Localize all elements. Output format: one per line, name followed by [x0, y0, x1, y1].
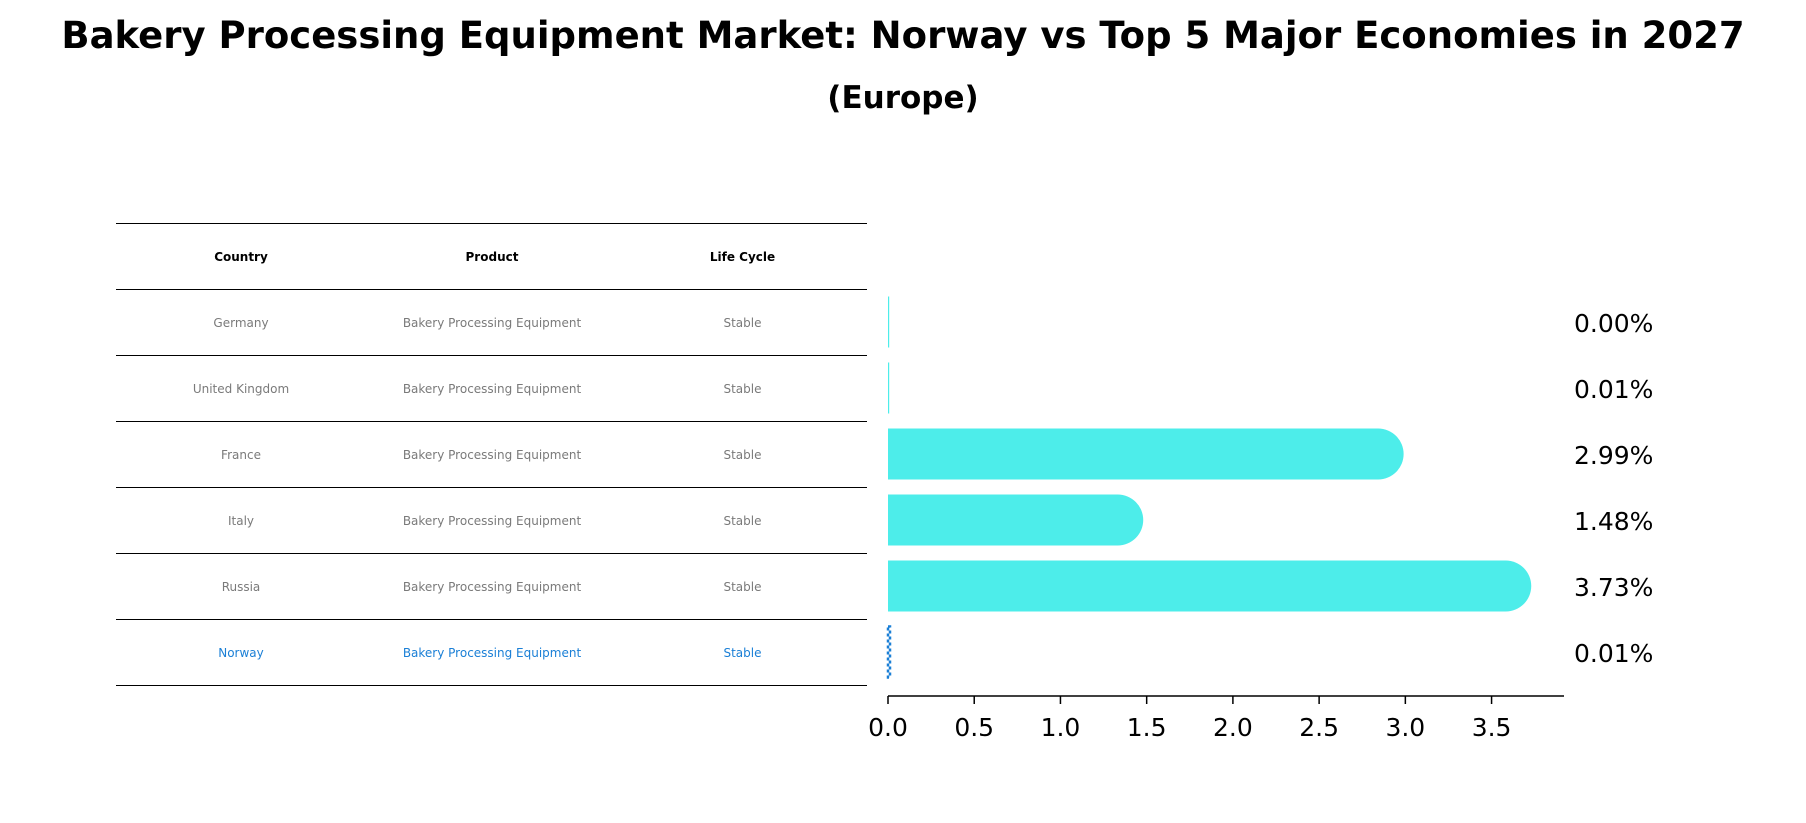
bar-germany — [888, 296, 890, 348]
cell-life-cycle: Stable — [723, 514, 762, 528]
value-label: 3.73% — [1574, 573, 1653, 602]
value-label: 0.00% — [1574, 309, 1653, 338]
cell-life-cycle: Stable — [723, 448, 762, 462]
x-tick-label: 0.5 — [954, 713, 994, 742]
cell-product: Bakery Processing Equipment — [402, 646, 582, 660]
cell-life-cycle: Stable — [723, 646, 762, 660]
value-label: 0.01% — [1574, 375, 1653, 404]
table-row: Russia Bakery Processing Equipment Stabl… — [116, 553, 867, 619]
table-row: Italy Bakery Processing Equipment Stable — [116, 487, 867, 553]
x-tick-label: 2.5 — [1299, 713, 1339, 742]
cell-product: Bakery Processing Equipment — [402, 382, 582, 396]
header-country: Country — [214, 250, 268, 264]
cell-country: United Kingdom — [192, 382, 290, 396]
cell-country: Norway — [218, 646, 264, 660]
cell-product: Bakery Processing Equipment — [402, 514, 582, 528]
table-row: France Bakery Processing Equipment Stabl… — [116, 421, 867, 487]
bar-united-kingdom — [888, 362, 890, 414]
x-tick-label: 1.5 — [1127, 713, 1167, 742]
cell-life-cycle: Stable — [723, 382, 762, 396]
value-label: 2.99% — [1574, 441, 1653, 470]
x-tick-label: 2.0 — [1213, 713, 1253, 742]
table-row: United Kingdom Bakery Processing Equipme… — [116, 355, 867, 421]
cell-product: Bakery Processing Equipment — [402, 580, 582, 594]
x-tick-label: 1.0 — [1041, 713, 1081, 742]
x-tick-label: 3.5 — [1472, 713, 1512, 742]
cell-country: Russia — [221, 580, 261, 594]
table-row-highlighted: Norway Bakery Processing Equipment Stabl… — [116, 619, 867, 686]
chart-title: Bakery Processing Equipment Market: Norw… — [61, 14, 1745, 57]
cell-country: France — [221, 448, 261, 462]
chart-subtitle: (Europe) — [827, 80, 979, 116]
cell-product: Bakery Processing Equipment — [402, 448, 582, 462]
cell-life-cycle: Stable — [723, 580, 762, 594]
cell-country: Germany — [213, 316, 269, 330]
country-table: Country Product Life Cycle Germany Baker… — [116, 223, 867, 686]
bar-norway — [886, 625, 892, 679]
bar-italy — [888, 494, 1144, 546]
table-row: Germany Bakery Processing Equipment Stab… — [116, 289, 867, 355]
x-tick-label: 0.0 — [868, 713, 908, 742]
bar-france — [888, 428, 1404, 480]
table-header-row: Country Product Life Cycle — [116, 223, 867, 289]
bar-russia — [888, 560, 1532, 612]
header-life-cycle: Life Cycle — [709, 250, 776, 264]
value-label: 1.48% — [1574, 507, 1653, 536]
value-label: 0.01% — [1574, 639, 1653, 668]
header-product: Product — [465, 250, 519, 264]
x-tick-label: 3.0 — [1385, 713, 1425, 742]
cell-life-cycle: Stable — [723, 316, 762, 330]
cell-country: Italy — [227, 514, 255, 528]
cell-product: Bakery Processing Equipment — [402, 316, 582, 330]
